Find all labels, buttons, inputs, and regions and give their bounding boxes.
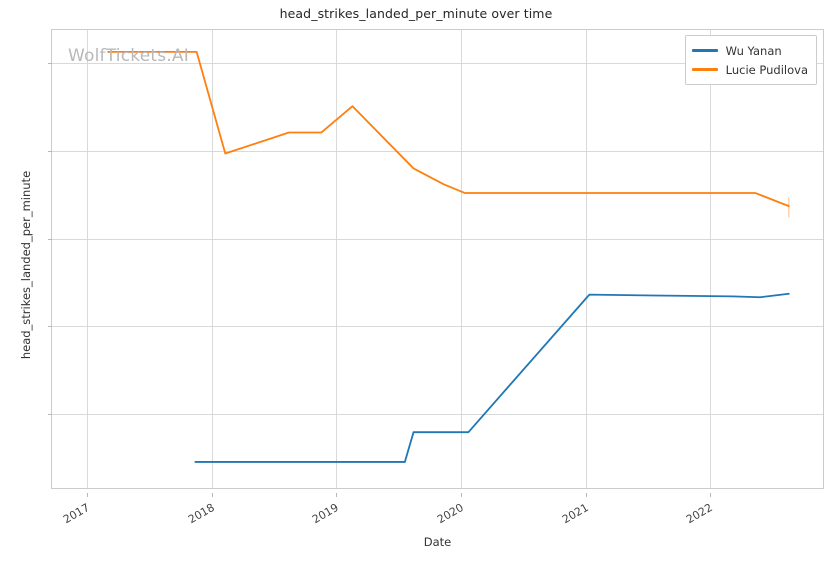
x-tick: 2021 bbox=[560, 493, 590, 553]
legend-label: Wu Yanan bbox=[725, 43, 782, 58]
gridline-horizontal bbox=[52, 63, 823, 65]
gridline-vertical bbox=[585, 30, 587, 488]
gridline-horizontal bbox=[52, 326, 823, 328]
x-tick-mark bbox=[211, 493, 213, 497]
x-tick: 2018 bbox=[186, 493, 216, 553]
y-tick-mark bbox=[48, 63, 52, 65]
y-tick-mark bbox=[48, 413, 52, 415]
y-axis-label: head_strikes_landed_per_minute bbox=[19, 170, 33, 360]
series-line bbox=[107, 50, 790, 208]
gridline-vertical bbox=[710, 30, 712, 488]
x-tick-mark bbox=[460, 493, 462, 497]
gridline-horizontal bbox=[52, 150, 823, 152]
x-tick: 2019 bbox=[310, 493, 341, 553]
gridline-vertical bbox=[211, 30, 213, 488]
x-tick-mark bbox=[86, 493, 88, 497]
legend-item[interactable]: Wu Yanan bbox=[691, 41, 808, 60]
legend-color-swatch bbox=[691, 49, 718, 52]
x-tick-mark bbox=[336, 493, 338, 497]
x-axis-label: Date bbox=[423, 535, 452, 549]
x-tick-mark bbox=[585, 493, 587, 497]
plot-inner: WolfTickets.AI Wu Yanan Lucie Pudilova bbox=[52, 30, 823, 488]
gridline-vertical bbox=[336, 30, 338, 488]
y-tick-mark bbox=[48, 326, 52, 328]
gridline-horizontal bbox=[52, 413, 823, 415]
chart-title: head_strikes_landed_per_minute over time bbox=[279, 6, 553, 21]
legend-color-swatch bbox=[691, 68, 718, 71]
x-tick: 2017 bbox=[61, 493, 92, 553]
x-tick-mark bbox=[710, 493, 712, 497]
gridline-vertical bbox=[460, 30, 462, 488]
y-tick-mark bbox=[48, 238, 52, 240]
series-lines bbox=[107, 50, 790, 463]
x-tick: 2022 bbox=[684, 493, 715, 553]
y-tick-mark bbox=[48, 150, 52, 152]
series-line bbox=[194, 292, 790, 463]
legend-label: Lucie Pudilova bbox=[725, 62, 808, 77]
chart-legend[interactable]: Wu Yanan Lucie Pudilova bbox=[684, 35, 817, 85]
legend-item[interactable]: Lucie Pudilova bbox=[691, 60, 808, 79]
x-tick: 2020 bbox=[435, 493, 466, 553]
gridline-vertical bbox=[86, 30, 88, 488]
gridline-horizontal bbox=[52, 238, 823, 240]
